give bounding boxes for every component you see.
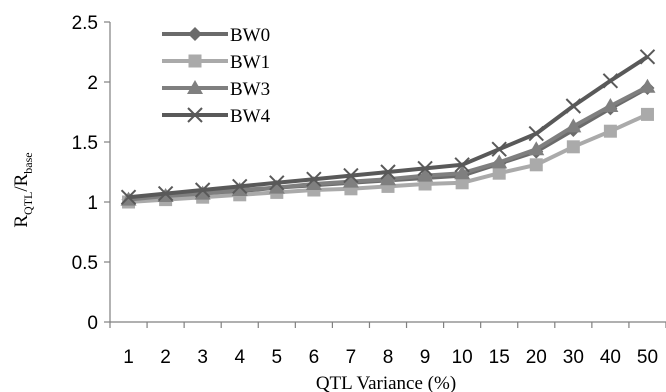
data-point-bw3 <box>417 167 434 182</box>
x-tick-label: 3 <box>197 347 208 368</box>
data-point-bw4 <box>380 164 396 180</box>
x-tick-label: 20 <box>526 347 547 368</box>
x-tick-label: 10 <box>452 347 473 368</box>
data-point-bw3 <box>380 171 396 186</box>
data-point-bw4 <box>639 49 656 65</box>
x-marker-stroke <box>194 182 211 198</box>
legend-item-bw4: BW4 <box>162 106 271 127</box>
axis-titles: QTL Variance (%) RQTL/Rbase <box>11 152 456 392</box>
legend-marker-bw3 <box>187 80 203 94</box>
x-marker-stroke <box>269 175 285 191</box>
data-point-bw4 <box>157 185 174 202</box>
x-tick-label: 50 <box>637 347 658 368</box>
x-tick-label: 30 <box>563 347 584 368</box>
legend-item-bw1: BW1 <box>162 52 270 73</box>
x-marker-stroke <box>417 160 433 177</box>
data-point-bw3 <box>194 185 211 200</box>
legend: BW0 BW1 BW3 BW4 <box>162 25 271 127</box>
x-axis-title: QTL Variance (%) <box>316 373 456 392</box>
data-point-bw4 <box>528 125 544 142</box>
x-marker-stroke <box>120 189 137 205</box>
data-point-bw3 <box>305 176 322 190</box>
data-point-bw4 <box>194 182 211 198</box>
legend-label-bw4: BW4 <box>230 106 271 127</box>
x-marker-stroke <box>528 125 544 142</box>
x-tick-label: 8 <box>383 347 394 368</box>
data-point-bw1 <box>566 140 580 154</box>
x-tick-label: 15 <box>489 347 510 368</box>
data-point-bw4 <box>232 178 248 195</box>
x-marker-stroke <box>380 164 396 180</box>
data-point-bw3 <box>231 182 248 196</box>
data-point-bw3 <box>639 78 656 93</box>
data-point-bw4 <box>269 175 285 191</box>
data-point-bw3 <box>268 179 285 194</box>
data-point-bw3 <box>342 173 359 188</box>
x-tick-label: 1 <box>123 347 134 368</box>
y-axis-title: RQTL/Rbase <box>11 152 35 227</box>
x-marker-stroke <box>187 107 203 123</box>
data-point-bw4 <box>454 157 470 173</box>
x-marker-stroke <box>602 73 619 89</box>
legend-label-bw3: BW3 <box>230 79 270 100</box>
plot-area: 0 0.5 1 1.5 2 2.5 1 2 3 4 5 6 7 8 9 10 15 20 30 40 50 <box>72 13 666 368</box>
series-bw4 <box>120 49 656 205</box>
x-tick-label: 6 <box>309 347 320 368</box>
x-marker-stroke <box>306 171 322 187</box>
y-tick-label: 2 <box>87 73 98 94</box>
data-point-bw3 <box>602 98 619 112</box>
data-point-bw4 <box>306 171 322 187</box>
data-point-bw1 <box>529 158 543 172</box>
data-point-bw3 <box>491 154 508 169</box>
x-marker-stroke <box>454 157 470 173</box>
legend-marker-bw4 <box>187 107 203 123</box>
x-marker-stroke <box>343 167 359 184</box>
data-point-bw3 <box>454 165 471 180</box>
data-point-bw4 <box>602 73 619 89</box>
data-point-bw3 <box>528 141 545 156</box>
data-point-bw4 <box>120 189 137 205</box>
x-marker-stroke <box>639 49 656 65</box>
data-point-bw4 <box>491 141 507 157</box>
x-tick-label: 40 <box>600 347 621 368</box>
data-point-bw4 <box>417 160 433 177</box>
data-point-bw3 <box>565 118 582 133</box>
y-tick-label: 1 <box>87 193 98 214</box>
data-point-bw1 <box>603 124 617 138</box>
y-tick-label: 1.5 <box>72 133 98 154</box>
y-tick-label: 2.5 <box>72 13 98 34</box>
data-point-bw1 <box>640 107 654 121</box>
legend-label-bw1: BW1 <box>230 52 270 73</box>
y-tick-label: 0.5 <box>72 253 98 274</box>
legend-item-bw3: BW3 <box>162 79 270 100</box>
x-tick-label: 4 <box>234 347 245 368</box>
legend-label-bw0: BW0 <box>230 25 270 46</box>
data-point-bw4 <box>565 98 582 114</box>
x-tick-label: 2 <box>160 347 171 368</box>
y-tick-label: 0 <box>87 313 98 334</box>
data-point-bw1 <box>492 166 506 180</box>
x-tick-label: 9 <box>420 347 431 368</box>
x-marker-stroke <box>232 178 248 195</box>
data-point-bw4 <box>343 167 359 184</box>
x-marker-stroke <box>565 98 582 114</box>
legend-item-bw0: BW0 <box>162 25 270 46</box>
legend-marker-bw1 <box>188 54 202 68</box>
x-tick-label: 7 <box>346 347 357 368</box>
legend-marker-bw0 <box>188 27 202 41</box>
data-point-bw1 <box>455 176 469 190</box>
x-marker-stroke <box>157 185 174 202</box>
x-tick-label: 5 <box>272 347 283 368</box>
x-marker-stroke <box>491 141 507 157</box>
